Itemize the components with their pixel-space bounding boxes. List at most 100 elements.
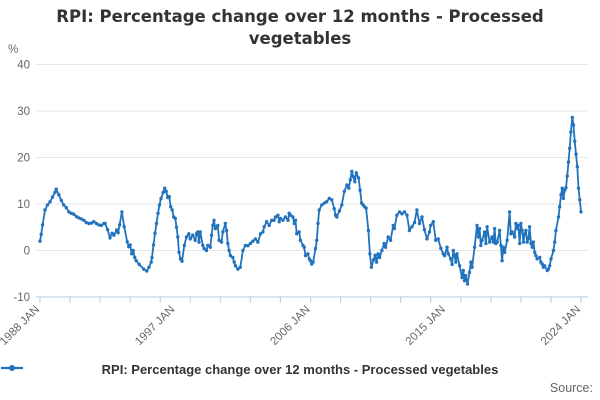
series-point [276, 213, 280, 217]
series-point [153, 231, 157, 235]
series-point [420, 215, 424, 219]
series-point [298, 238, 303, 242]
series-point [45, 203, 50, 207]
legend[interactable]: RPI: Percentage change over 12 months - … [0, 362, 600, 377]
series-point [446, 252, 450, 256]
series-point [303, 253, 308, 258]
series-point [270, 218, 274, 222]
series-point [232, 260, 236, 264]
series-point [112, 233, 116, 237]
series-point [48, 200, 52, 204]
series-point [122, 225, 126, 229]
series-point [501, 245, 505, 249]
series-point [317, 208, 321, 212]
series-point [551, 248, 556, 253]
series-point [380, 248, 384, 253]
series-point [374, 260, 379, 264]
series-point [576, 186, 581, 190]
series-point [226, 241, 230, 246]
series-point [410, 225, 414, 229]
series-point [191, 233, 195, 237]
series-point [262, 225, 266, 229]
series-point [521, 240, 526, 244]
series-point [159, 196, 163, 201]
series-point [202, 246, 206, 251]
series-point [402, 210, 407, 214]
series-point [531, 240, 536, 244]
series-point [227, 248, 231, 253]
series-point [116, 231, 120, 235]
series-point [515, 226, 519, 231]
series-point [291, 215, 295, 219]
series-point [213, 226, 218, 231]
series-point [407, 228, 412, 233]
series-point [482, 230, 487, 234]
series-point [366, 228, 371, 233]
series-point [571, 123, 576, 127]
series-point [120, 210, 124, 214]
series-point [348, 178, 352, 182]
series-point [174, 225, 179, 229]
series-point [507, 210, 512, 214]
series-point [297, 230, 301, 234]
series-point [472, 245, 477, 249]
series-point [62, 203, 66, 207]
series-point [514, 221, 518, 226]
series-point [221, 230, 225, 234]
series-point [549, 257, 553, 261]
series-point [208, 245, 212, 249]
series-point [272, 218, 276, 222]
series-point [176, 235, 180, 239]
series-point [142, 267, 146, 271]
series-point [431, 220, 435, 224]
series-point [64, 206, 69, 210]
y-axis-tick-label: 0 [24, 246, 30, 258]
series-point [151, 243, 156, 247]
series-point [57, 193, 61, 197]
series-point [450, 262, 454, 267]
series-point [565, 174, 569, 178]
series-point [79, 217, 84, 221]
series-point [87, 221, 91, 226]
series-point [469, 260, 473, 264]
series-point [94, 221, 99, 226]
series-point [487, 240, 492, 244]
series-point [228, 253, 233, 258]
series-point [169, 205, 173, 209]
series-point [392, 226, 397, 231]
series-point [59, 198, 63, 202]
series-point [464, 273, 468, 278]
series-point [369, 265, 374, 269]
series-point [145, 269, 149, 273]
series-point [533, 250, 537, 255]
series-point [99, 223, 104, 228]
series-point [267, 223, 271, 228]
series-point [457, 264, 462, 268]
series-point [330, 198, 334, 202]
series-point [518, 241, 522, 246]
series-point [241, 248, 245, 253]
series-point [256, 240, 260, 244]
series-point [559, 193, 563, 197]
series-point [204, 248, 209, 253]
series-point [427, 230, 432, 234]
series-point [53, 190, 57, 195]
y-axis-tick-label: 30 [17, 106, 30, 118]
series-point [130, 252, 134, 256]
series-point [371, 258, 376, 262]
series-point [248, 241, 253, 246]
series-point [325, 200, 329, 204]
series-point [288, 213, 293, 217]
series-point [560, 186, 564, 190]
series-point [388, 238, 393, 242]
series-point [315, 238, 319, 242]
series-point [497, 228, 502, 233]
series-point [82, 218, 86, 222]
series-point [354, 171, 358, 175]
series-point [188, 237, 192, 241]
series-point [147, 265, 151, 269]
series-point [382, 241, 386, 246]
series-point [198, 230, 202, 234]
series-point [429, 223, 433, 228]
